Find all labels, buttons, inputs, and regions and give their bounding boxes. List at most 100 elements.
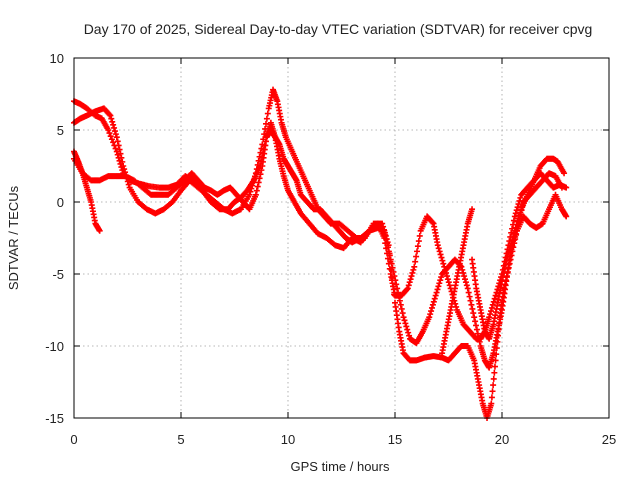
data-point: [379, 220, 386, 227]
data-point: [475, 334, 482, 341]
data-point: [428, 304, 435, 311]
data-point: [116, 146, 123, 153]
data-point: [468, 301, 475, 308]
data-point: [410, 266, 417, 273]
x-tick-label: 5: [177, 432, 184, 447]
data-point: [395, 293, 402, 300]
data-point: [390, 268, 397, 275]
data-point: [435, 245, 442, 252]
data-point: [117, 150, 124, 157]
data-point: [397, 301, 404, 308]
data-point: [563, 184, 570, 191]
data-point: [391, 291, 398, 298]
data-point: [395, 289, 402, 296]
data-point: [254, 161, 261, 168]
data-point: [433, 289, 440, 296]
data-point: [119, 158, 126, 165]
data-point: [473, 326, 480, 333]
data-point: [413, 253, 420, 260]
data-point: [434, 242, 441, 249]
data-point: [262, 125, 269, 132]
data-point: [253, 166, 260, 173]
y-tick-label: 0: [57, 195, 64, 210]
data-point: [469, 305, 476, 312]
data-point: [106, 111, 113, 118]
y-tick-label: -5: [52, 267, 64, 282]
data-point: [107, 112, 114, 119]
data-point: [444, 276, 451, 283]
data-point: [487, 311, 494, 318]
data-point: [394, 285, 401, 292]
data-point: [406, 279, 413, 286]
data-point: [257, 171, 264, 178]
data-point: [404, 285, 411, 292]
data-point: [414, 248, 421, 255]
y-tick-label: -15: [45, 411, 64, 426]
data-point: [446, 282, 453, 289]
data-point: [254, 183, 261, 190]
data-point: [428, 308, 435, 315]
data-point: [510, 230, 517, 237]
data-point: [415, 238, 422, 245]
data-point: [432, 292, 439, 299]
data-point: [511, 227, 518, 234]
data-point: [502, 261, 509, 268]
data-point: [414, 243, 421, 250]
data-point: [438, 274, 445, 281]
data-point: [470, 310, 477, 317]
data-point: [465, 289, 472, 296]
data-point: [405, 282, 412, 289]
data-point: [435, 283, 442, 290]
data-point: [253, 187, 260, 194]
data-point: [474, 330, 481, 337]
data-point: [391, 273, 398, 280]
data-point: [490, 382, 497, 389]
data-point: [503, 257, 510, 264]
series-track-e: [469, 170, 570, 342]
plot-frame: [73, 57, 610, 419]
data-point: [514, 218, 521, 225]
data-point: [431, 295, 438, 302]
data-point: [385, 248, 392, 255]
data-point: [109, 118, 116, 125]
data-point: [436, 280, 443, 287]
data-point: [513, 221, 520, 228]
data-point: [247, 188, 254, 195]
data-point: [437, 277, 444, 284]
data-point: [403, 323, 410, 330]
data-point: [473, 322, 480, 329]
data-point: [490, 375, 497, 382]
chart-title: Day 170 of 2025, Sidereal Day-to-day VTE…: [84, 21, 593, 37]
data-point: [487, 308, 494, 315]
y-tick-label: -10: [45, 339, 64, 354]
data-point: [251, 176, 258, 183]
data-point: [411, 263, 418, 270]
data-point: [403, 286, 410, 293]
data-point: [249, 182, 256, 189]
data-point: [429, 301, 436, 308]
data-point: [401, 317, 408, 324]
series-track-f: [439, 206, 476, 357]
data-point: [112, 145, 119, 152]
data-point: [255, 157, 262, 164]
data-point: [515, 215, 522, 222]
data-point: [515, 201, 522, 208]
data-point: [115, 142, 122, 149]
data-point: [505, 249, 512, 256]
data-points: [71, 86, 570, 421]
data-point: [499, 274, 506, 281]
data-point: [491, 369, 498, 376]
data-point: [407, 276, 414, 283]
data-point: [393, 281, 400, 288]
data-point: [488, 400, 495, 407]
data-point: [110, 139, 117, 146]
data-point: [490, 298, 497, 305]
y-tick-label: 5: [57, 123, 64, 138]
data-point: [409, 269, 416, 276]
y-tick-label: 10: [50, 51, 64, 66]
data-point: [384, 244, 391, 251]
axis-ticks: 0 5 10 15 20 25 -15 -10 -5 0 5 10: [45, 51, 616, 447]
data-point: [471, 314, 478, 321]
